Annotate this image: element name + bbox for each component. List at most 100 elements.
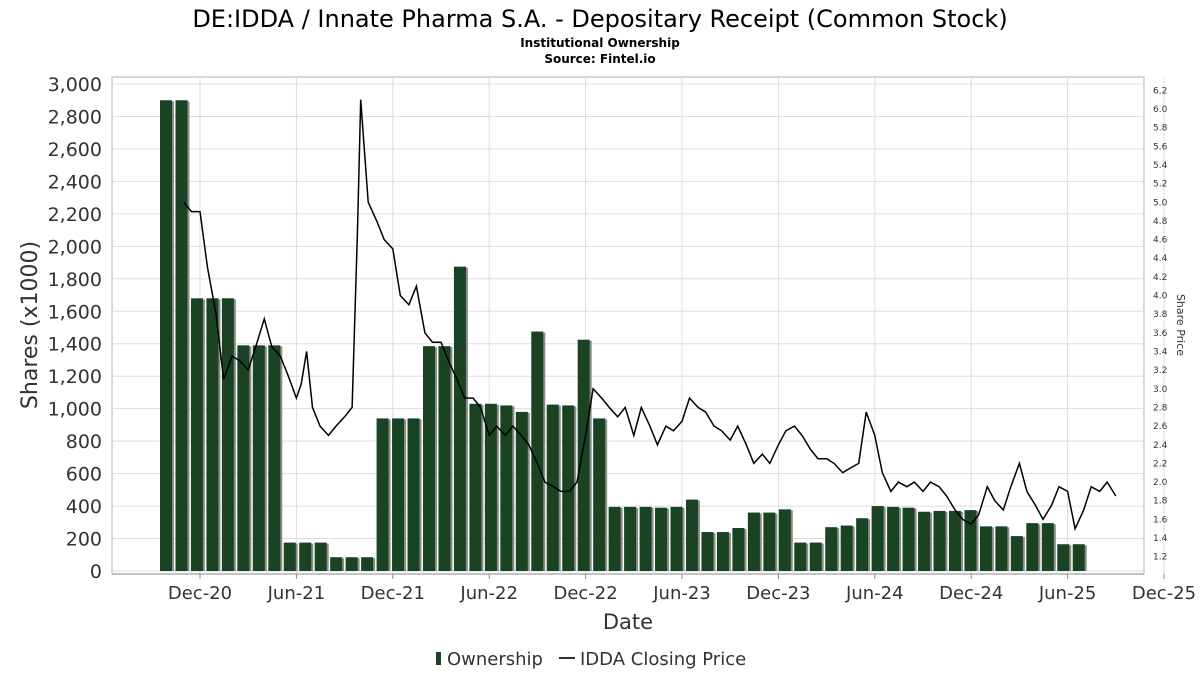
ownership-bar: [190, 298, 203, 571]
y2-tick-label: 2.4: [1153, 441, 1168, 451]
y2-tick-label: 4.6: [1153, 236, 1168, 246]
y2-tick-label: 4.4: [1153, 254, 1168, 264]
ownership-bar: [964, 510, 977, 571]
y2-tick-label: 1.2: [1153, 553, 1167, 563]
ownership-bar: [1041, 523, 1054, 571]
x-tick-label: Dec-21: [361, 583, 425, 604]
y2-tick-label: 4.8: [1153, 217, 1168, 227]
legend-ownership-label: Ownership: [447, 649, 543, 670]
y-tick-label: 2,800: [48, 106, 102, 128]
y-tick-label: 1,000: [48, 399, 102, 421]
ownership-bar: [639, 506, 652, 571]
y2-tick-label: 1.6: [1153, 515, 1168, 525]
ownership-bar: [407, 418, 420, 571]
legend-price-label: IDDA Closing Price: [580, 649, 746, 670]
y2-tick-label: 3.0: [1153, 385, 1168, 395]
x-tick-label: Dec-23: [746, 583, 810, 604]
y2-axis-label: Share Price: [1174, 294, 1187, 356]
x-tick-label: Dec-22: [553, 583, 617, 604]
y2-axis-ticks: 1.2 1.4 1.6 1.8 2.0 2.2 2.4 2.6 2.8 3.0 3.2 3.4 3.6 3…: [1153, 86, 1168, 562]
ownership-bar: [546, 404, 559, 571]
ownership-bar: [871, 506, 884, 571]
ownership-bar: [515, 411, 528, 571]
ownership-bar: [175, 100, 188, 571]
y-tick-label: 2,600: [48, 139, 102, 161]
ownership-bar: [747, 512, 760, 571]
ownership-bar: [670, 506, 683, 571]
y2-tick-label: 3.8: [1153, 310, 1168, 320]
ownership-bar: [701, 532, 714, 571]
y-tick-label: 600: [66, 464, 102, 486]
chart-title: DE:IDDA / Innate Pharma S.A. - Depositar…: [192, 5, 1007, 33]
ownership-bar: [809, 542, 822, 571]
y2-tick-label: 2.0: [1153, 478, 1168, 488]
y2-tick-label: 2.6: [1153, 422, 1168, 432]
y2-tick-label: 5.6: [1153, 142, 1168, 152]
ownership-bar: [624, 506, 637, 571]
ownership-bar: [330, 557, 343, 571]
y2-tick-label: 2.8: [1153, 403, 1168, 413]
plot-area: [111, 76, 1145, 575]
x-axis-ticks: Dec-20 Jun-21 Dec-21 Jun-22 Dec-22 Jun-23 Dec-…: [168, 574, 1196, 604]
y-tick-label: 3,000: [48, 74, 102, 96]
ownership-bar: [361, 557, 374, 571]
y2-tick-label: 4.2: [1153, 273, 1167, 283]
ownership-bar: [918, 511, 931, 571]
ownership-bar: [933, 510, 946, 571]
x-tick-label: Dec-24: [939, 583, 1003, 604]
ownership-bar: [732, 527, 745, 571]
ownership-bar: [237, 345, 250, 571]
ownership-bar: [345, 557, 358, 571]
ownership-bar: [979, 526, 992, 571]
ownership-bar: [268, 345, 281, 571]
y-tick-label: 2,200: [48, 204, 102, 226]
y2-tick-label: 5.8: [1153, 124, 1168, 134]
chart-subtitle-ownership: Institutional Ownership: [520, 36, 680, 50]
ownership-bar: [1072, 544, 1085, 571]
ownership-bar: [655, 507, 668, 571]
ownership-bar: [608, 506, 621, 571]
y-tick-label: 1,200: [48, 366, 102, 388]
ownership-bar: [160, 100, 172, 571]
y-tick-label: 0: [90, 561, 102, 583]
y2-tick-label: 4.0: [1153, 292, 1168, 302]
y-tick-label: 2,000: [48, 236, 102, 258]
x-tick-label: Jun-24: [845, 583, 904, 604]
y-tick-label: 200: [66, 529, 102, 551]
ownership-bar: [1010, 536, 1023, 571]
ownership-bar: [856, 518, 869, 571]
closing-price-line: [183, 99, 1117, 532]
ownership-bar: [685, 499, 698, 571]
ownership-bar: [593, 418, 606, 571]
ownership-bar: [1057, 544, 1070, 571]
x-tick-label: Dec-20: [168, 583, 232, 604]
ownership-bar: [453, 266, 466, 571]
ownership-bar: [531, 331, 544, 571]
ownership-bar: [995, 526, 1008, 571]
ownership-bar: [314, 542, 327, 571]
x-axis-label: Date: [603, 610, 653, 634]
y2-tick-label: 1.4: [1153, 534, 1168, 544]
y-axis-ticks: 0 200 400 600 800 1,000 1,200 1,400 1,600 1,800 2,…: [48, 74, 102, 583]
x-tick-label: Dec-25: [1132, 583, 1196, 604]
ownership-bar: [902, 507, 915, 571]
ownership-bar: [438, 346, 451, 571]
y-tick-label: 400: [66, 496, 102, 518]
ownership-bar: [778, 509, 791, 571]
ownership-bar: [716, 532, 729, 571]
ownership-bars: [160, 100, 1087, 571]
ownership-bar: [763, 512, 776, 571]
x-tick-label: Jun-25: [1038, 583, 1097, 604]
y2-tick-label: 5.4: [1153, 161, 1168, 171]
y2-tick-label: 3.6: [1153, 329, 1168, 339]
ownership-bar: [484, 403, 497, 571]
ownership-bar: [206, 298, 219, 571]
ownership-bar: [252, 345, 265, 571]
y2-tick-label: 6.0: [1153, 105, 1168, 115]
y2-tick-label: 3.2: [1153, 366, 1167, 376]
legend: Ownership IDDA Closing Price: [436, 649, 746, 670]
y-axis-label: Shares (x1000): [18, 241, 43, 409]
ownership-bar: [577, 339, 590, 571]
